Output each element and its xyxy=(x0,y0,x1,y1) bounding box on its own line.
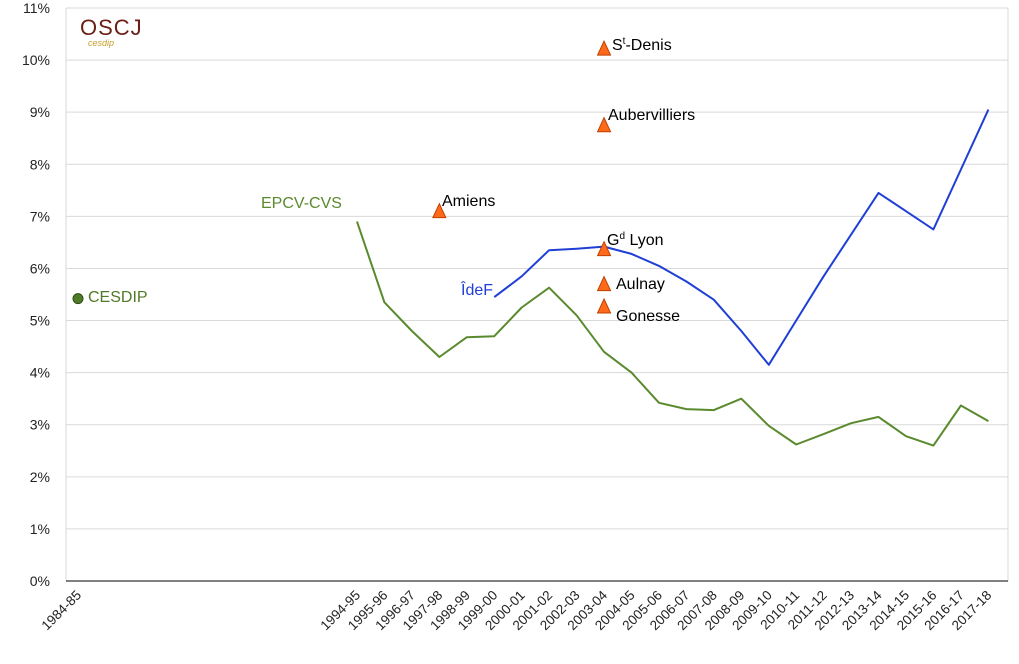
y-tick-label: 10% xyxy=(22,52,50,68)
y-axis-ticks: 0% 1% 2% 3% 4% 5% 6% 7% 8% 9% 10% 11% xyxy=(22,0,50,589)
y-tick-label: 0% xyxy=(30,573,50,589)
marker-aubervilliers xyxy=(596,116,612,133)
label-aulnay: Aulnay xyxy=(616,276,665,293)
label-epcv-cvs: EPCV-CVS xyxy=(261,195,342,212)
y-tick-label: 9% xyxy=(30,104,50,120)
x-tick-label: 1984-85 xyxy=(38,588,84,634)
marker-amiens xyxy=(432,202,447,219)
label-cesdip: CESDIP xyxy=(88,289,148,306)
series-line--def xyxy=(493,109,990,366)
marker-st-denis xyxy=(596,39,612,56)
label-gonesse: Gonesse xyxy=(616,308,680,325)
y-tick-label: 2% xyxy=(30,469,50,485)
series-line-epcv-cvs xyxy=(356,221,989,447)
y-tick-label: 1% xyxy=(30,521,50,537)
label-gd-lyon: Gd Lyon xyxy=(607,231,664,249)
label-amiens: Amiens xyxy=(442,193,495,210)
y-tick-label: 4% xyxy=(30,365,50,381)
marker-gonesse xyxy=(596,297,612,314)
label-st-denis: St-Denis xyxy=(612,36,672,54)
oscj-logo: OSCJ cesdip xyxy=(80,15,143,48)
gridlines xyxy=(65,7,1009,581)
marker-gd-lyon xyxy=(596,240,612,257)
label-aubervilliers: Aubervilliers xyxy=(608,107,695,124)
y-tick-label: 8% xyxy=(30,156,50,172)
label-idef: ÎdeF xyxy=(460,280,493,299)
y-tick-label: 3% xyxy=(30,417,50,433)
y-tick-label: 11% xyxy=(23,0,50,16)
series-lines xyxy=(356,109,990,447)
logo-subtext: cesdip xyxy=(88,38,114,48)
marker-aulnay xyxy=(596,275,612,292)
point-markers xyxy=(72,39,612,314)
y-tick-label: 5% xyxy=(30,313,50,329)
y-tick-label: 7% xyxy=(30,208,50,224)
logo-text: OSCJ xyxy=(80,15,143,40)
y-tick-label: 6% xyxy=(30,260,50,276)
marker-cesdip xyxy=(72,293,84,305)
x-axis-ticks: 1984-85 1994-951995-961996-971997-981998-… xyxy=(38,587,994,633)
